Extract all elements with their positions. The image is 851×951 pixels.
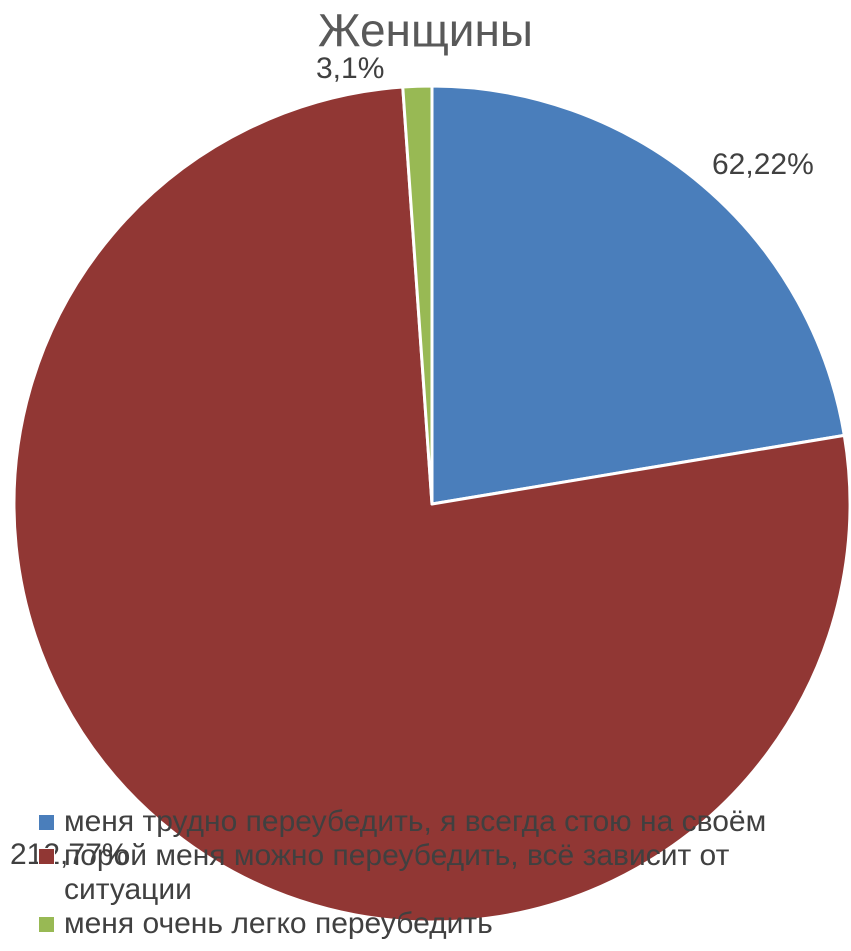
- legend-label-easy: меня очень легко переубедить: [64, 907, 493, 940]
- chart-title: Женщины: [318, 4, 533, 56]
- legend-item-easy: меня очень легко переубедить: [36, 907, 836, 941]
- pie-slice-easy: [401, 84, 434, 506]
- legend-swatch-easy: [38, 916, 55, 933]
- legend-label-difficult: меня трудно переубедить, я всегда стою н…: [64, 805, 767, 838]
- data-label-difficult: 62,22%: [712, 148, 814, 181]
- legend-item-difficult: меня трудно переубедить, я всегда стою н…: [36, 805, 836, 839]
- legend-swatch-difficult: [38, 814, 55, 831]
- data-label-easy: 3,1%: [316, 52, 385, 85]
- legend-item-sometimes: порой меня можно переубедить, всё зависи…: [36, 839, 836, 907]
- legend-label-sometimes: порой меня можно переубедить, всё зависи…: [64, 839, 730, 906]
- data-label-sometimes: 212,77%: [10, 838, 129, 871]
- legend-swatch-sometimes: [38, 848, 55, 865]
- pie-slice-difficult: [430, 84, 846, 506]
- legend: меня трудно переубедить, я всегда стою н…: [36, 805, 836, 941]
